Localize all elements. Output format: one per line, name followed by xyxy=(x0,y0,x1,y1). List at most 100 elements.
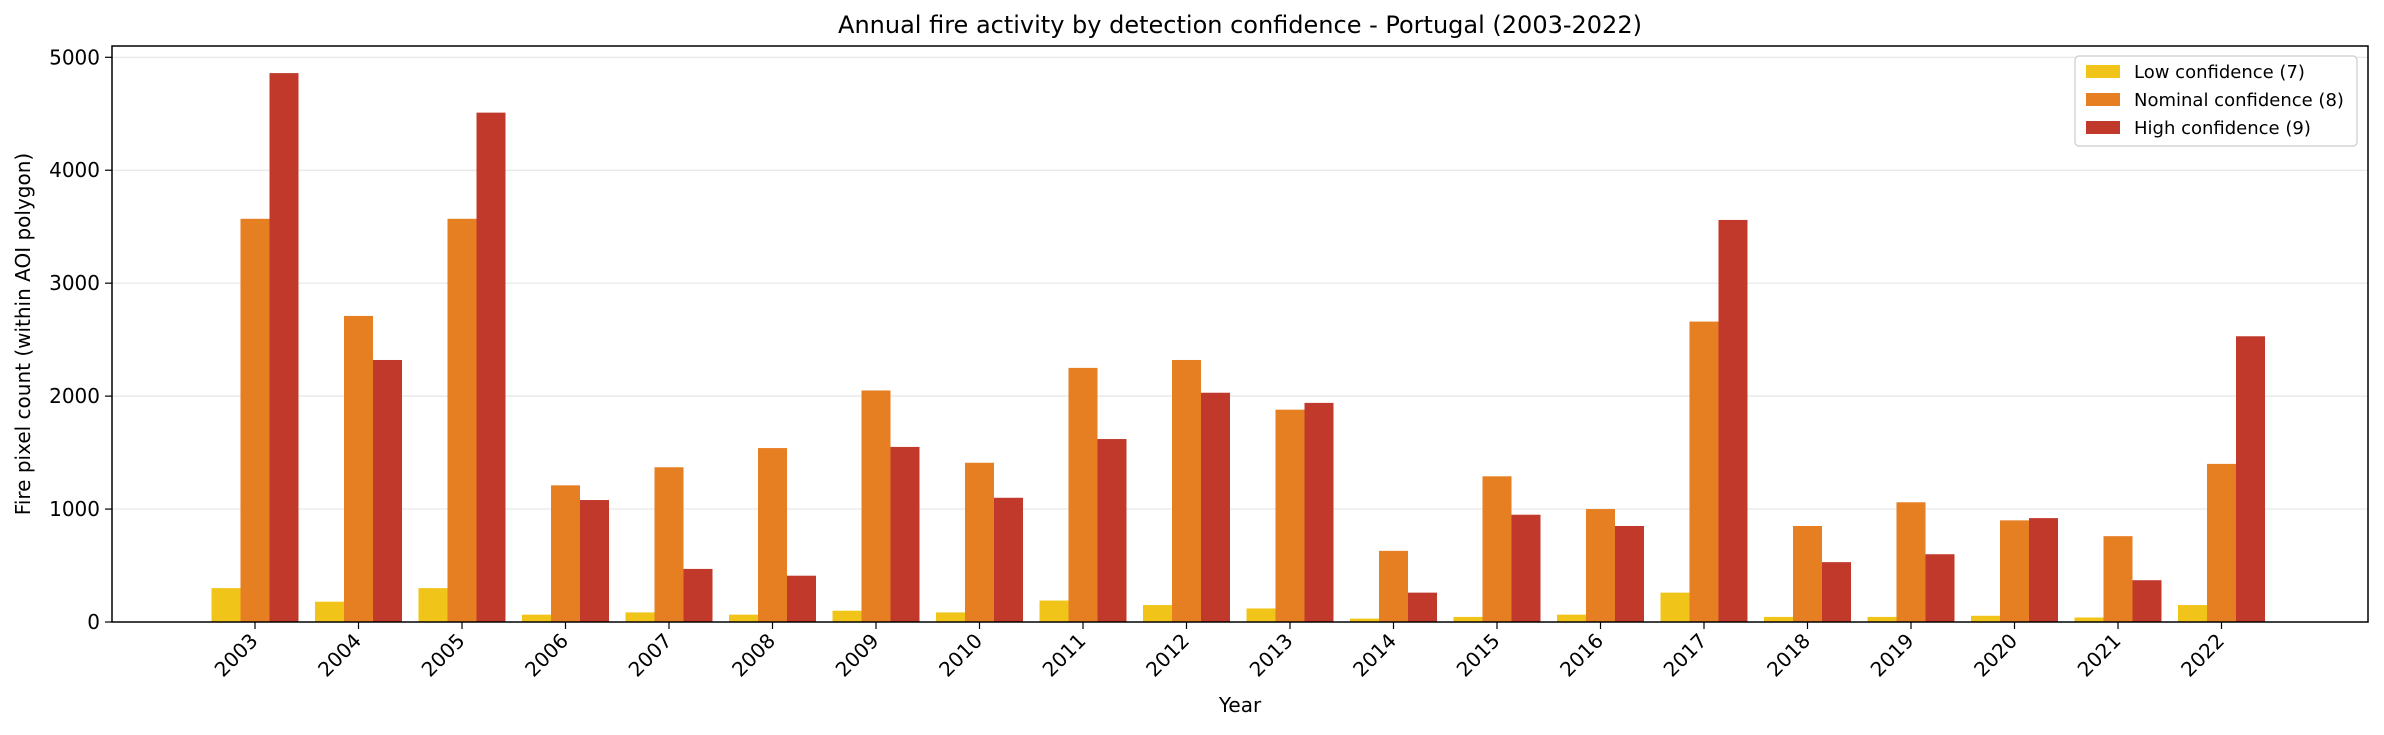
bar-nominal-2014 xyxy=(1379,550,1408,622)
bar-high-2006 xyxy=(580,500,609,622)
bar-nominal-2004 xyxy=(344,315,373,622)
bar-nominal-2012 xyxy=(1172,359,1201,622)
bar-high-2015 xyxy=(1511,514,1541,622)
y-tick-label: 4000 xyxy=(49,158,100,182)
bar-high-2021 xyxy=(2132,580,2162,622)
x-tick-label: 2020 xyxy=(1969,629,2022,682)
bar-nominal-2017 xyxy=(1689,321,1719,622)
x-axis-ticks: 2003 2004 2005 2006 2007 2008 2009 2010 2011 2012… xyxy=(210,622,2229,682)
bar-low-2005 xyxy=(418,588,448,622)
bar-nominal-2019 xyxy=(1896,502,1926,622)
bar-low-2018 xyxy=(1764,616,1793,622)
x-tick-label: 2005 xyxy=(417,629,470,682)
bar-low-2017 xyxy=(1660,592,1690,622)
bar-high-2008 xyxy=(787,575,816,622)
bar-high-2012 xyxy=(1201,392,1230,622)
bar-high-2022 xyxy=(2236,336,2265,622)
x-tick-label: 2022 xyxy=(2176,629,2229,682)
legend-swatch-high xyxy=(2086,121,2120,134)
x-tick-label: 2013 xyxy=(1245,629,1298,682)
bar-low-2010 xyxy=(936,612,965,622)
y-axis-label: Fire pixel count (within AOI polygon) xyxy=(11,153,35,515)
x-tick-label: 2009 xyxy=(831,629,884,682)
y-tick-label: 1000 xyxy=(49,497,100,521)
y-axis-ticks: 0 1000 2000 3000 4000 5000 xyxy=(49,45,112,634)
bar-low-2003 xyxy=(211,588,241,622)
legend-label-high: High confidence (9) xyxy=(2134,118,2311,139)
bar-nominal-2022 xyxy=(2207,463,2236,622)
bar-high-2016 xyxy=(1615,526,1644,622)
bar-nominal-2005 xyxy=(447,218,477,623)
bar-low-2006 xyxy=(522,614,551,622)
x-tick-label: 2004 xyxy=(313,629,366,682)
bar-high-2014 xyxy=(1408,592,1437,622)
legend-box xyxy=(2074,55,2358,147)
x-tick-label: 2012 xyxy=(1141,629,1194,682)
bar-high-2013 xyxy=(1304,402,1334,622)
x-tick-label: 2015 xyxy=(1452,629,1505,682)
legend-swatch-nominal xyxy=(2086,93,2120,106)
bar-low-2009 xyxy=(832,610,862,622)
x-tick-label: 2021 xyxy=(2073,629,2126,682)
bar-nominal-2008 xyxy=(758,448,787,622)
bar-nominal-2006 xyxy=(551,485,580,622)
bar-nominal-2010 xyxy=(965,462,994,622)
bar-low-2014 xyxy=(1350,618,1379,622)
x-tick-label: 2018 xyxy=(1762,629,1815,682)
bar-nominal-2015 xyxy=(1482,476,1512,622)
x-tick-label: 2017 xyxy=(1659,629,1712,682)
bar-low-2016 xyxy=(1557,614,1586,622)
legend-swatch-low xyxy=(2086,65,2120,78)
bar-high-2011 xyxy=(1097,439,1127,622)
bar-nominal-2016 xyxy=(1586,509,1615,622)
bar-high-2020 xyxy=(2029,518,2058,622)
y-tick-label: 5000 xyxy=(49,45,100,69)
bar-nominal-2011 xyxy=(1068,367,1098,622)
bar-low-2011 xyxy=(1039,600,1069,622)
bar-low-2015 xyxy=(1453,616,1483,622)
bar-low-2022 xyxy=(2178,605,2207,622)
bar-nominal-2003 xyxy=(240,218,270,623)
bar-low-2012 xyxy=(1143,605,1172,622)
x-tick-label: 2011 xyxy=(1038,629,1091,682)
x-tick-label: 2016 xyxy=(1555,629,1608,682)
bar-high-2018 xyxy=(1822,562,1851,622)
bar-high-2005 xyxy=(476,112,506,623)
bar-low-2008 xyxy=(729,614,758,622)
x-tick-label: 2007 xyxy=(624,629,677,682)
bar-low-2019 xyxy=(1867,616,1897,622)
y-tick-label: 3000 xyxy=(49,271,100,295)
y-tick-label: 0 xyxy=(87,610,100,634)
x-tick-label: 2010 xyxy=(934,629,987,682)
bar-nominal-2018 xyxy=(1793,526,1822,622)
bar-nominal-2007 xyxy=(654,467,684,622)
y-tick-label: 2000 xyxy=(49,384,100,408)
bar-nominal-2020 xyxy=(2000,520,2029,622)
x-tick-label: 2008 xyxy=(727,629,780,682)
bar-low-2013 xyxy=(1246,608,1276,622)
plot-frame xyxy=(111,45,2369,623)
bar-low-2007 xyxy=(625,612,655,622)
bar-high-2019 xyxy=(1925,554,1955,622)
bar-high-2004 xyxy=(373,359,402,622)
bar-high-2017 xyxy=(1718,219,1748,622)
bar-high-2007 xyxy=(683,568,713,622)
bar-high-2010 xyxy=(994,497,1023,622)
bar-low-2020 xyxy=(1971,615,2000,622)
bar-high-2003 xyxy=(269,73,299,622)
bar-high-2009 xyxy=(890,446,920,622)
x-tick-label: 2019 xyxy=(1866,629,1919,682)
bars xyxy=(211,73,2265,623)
x-tick-label: 2006 xyxy=(520,629,573,682)
legend: Low confidence (7) Nominal confidence (8… xyxy=(2074,55,2358,147)
legend-label-nominal: Nominal confidence (8) xyxy=(2134,90,2344,111)
bar-nominal-2009 xyxy=(861,390,891,622)
bar-low-2004 xyxy=(315,601,344,622)
chart-title: Annual fire activity by detection confid… xyxy=(838,11,1642,39)
legend-label-low: Low confidence (7) xyxy=(2134,62,2305,83)
x-tick-label: 2003 xyxy=(210,629,263,682)
bar-low-2021 xyxy=(2074,617,2104,622)
x-axis-label: Year xyxy=(1218,693,1262,717)
